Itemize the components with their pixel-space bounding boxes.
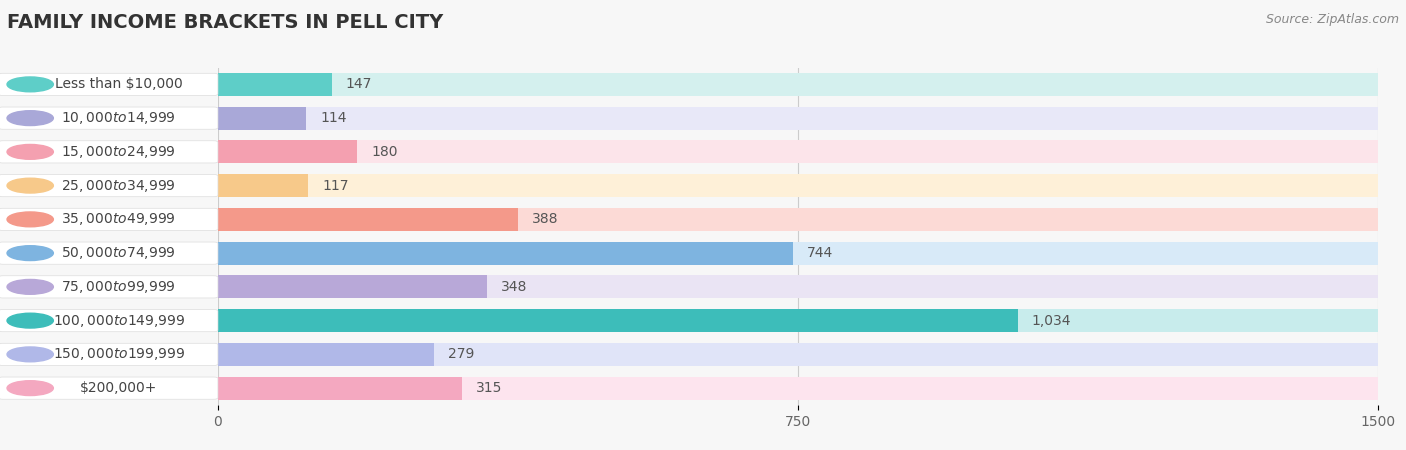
Text: $100,000 to $149,999: $100,000 to $149,999 <box>52 313 186 328</box>
Bar <box>218 377 1378 400</box>
Text: 279: 279 <box>447 347 474 361</box>
Bar <box>218 208 1378 231</box>
Bar <box>218 242 1378 265</box>
Text: $25,000 to $34,999: $25,000 to $34,999 <box>62 178 176 194</box>
Bar <box>218 73 1378 96</box>
Text: 1,034: 1,034 <box>1032 314 1071 328</box>
Text: FAMILY INCOME BRACKETS IN PELL CITY: FAMILY INCOME BRACKETS IN PELL CITY <box>7 14 443 32</box>
Text: 744: 744 <box>807 246 834 260</box>
Text: 114: 114 <box>321 111 346 125</box>
Bar <box>218 140 357 163</box>
Text: $15,000 to $24,999: $15,000 to $24,999 <box>62 144 176 160</box>
Bar <box>218 275 1378 298</box>
Text: 147: 147 <box>346 77 373 91</box>
Bar <box>218 107 307 130</box>
Bar <box>218 275 486 298</box>
Bar <box>218 242 793 265</box>
Text: 348: 348 <box>501 280 527 294</box>
Text: Source: ZipAtlas.com: Source: ZipAtlas.com <box>1265 14 1399 27</box>
Text: 388: 388 <box>531 212 558 226</box>
Text: $50,000 to $74,999: $50,000 to $74,999 <box>62 245 176 261</box>
Bar <box>218 343 433 366</box>
Bar <box>218 174 308 197</box>
Bar <box>218 73 332 96</box>
Text: 180: 180 <box>371 145 398 159</box>
Bar <box>218 309 1378 332</box>
Bar <box>218 208 517 231</box>
Text: $35,000 to $49,999: $35,000 to $49,999 <box>62 212 176 227</box>
Text: $150,000 to $199,999: $150,000 to $199,999 <box>52 346 186 362</box>
Text: $10,000 to $14,999: $10,000 to $14,999 <box>62 110 176 126</box>
Bar <box>218 377 461 400</box>
Bar <box>218 140 1378 163</box>
Text: 315: 315 <box>475 381 502 395</box>
Text: $200,000+: $200,000+ <box>80 381 157 395</box>
Bar <box>218 174 1378 197</box>
Bar <box>218 107 1378 130</box>
Text: 117: 117 <box>322 179 349 193</box>
Text: Less than $10,000: Less than $10,000 <box>55 77 183 91</box>
Text: $75,000 to $99,999: $75,000 to $99,999 <box>62 279 176 295</box>
Bar <box>218 343 1378 366</box>
Bar <box>218 309 1018 332</box>
